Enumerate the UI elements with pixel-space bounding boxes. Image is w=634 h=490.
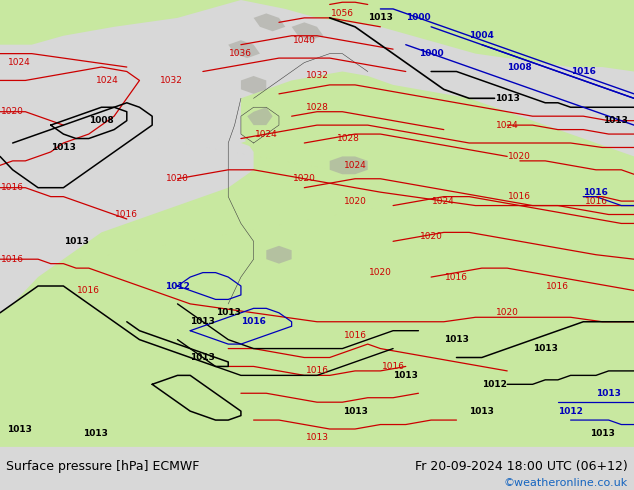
Text: 1013: 1013 [342, 407, 368, 416]
Text: 1008: 1008 [507, 63, 533, 72]
Text: 1024: 1024 [496, 121, 519, 130]
Text: 1013: 1013 [306, 434, 328, 442]
Text: 1013: 1013 [190, 353, 216, 362]
Polygon shape [0, 72, 634, 447]
Text: 1013: 1013 [216, 308, 241, 318]
Text: 1013: 1013 [596, 389, 621, 398]
Polygon shape [241, 76, 266, 94]
Text: 1020: 1020 [1, 107, 24, 116]
Polygon shape [241, 129, 298, 156]
Text: 1013: 1013 [533, 344, 558, 353]
Text: 1013: 1013 [469, 407, 495, 416]
Text: 1020: 1020 [369, 268, 392, 277]
Text: 1028: 1028 [337, 134, 360, 143]
Text: 1013: 1013 [6, 424, 32, 434]
Text: 1028: 1028 [306, 103, 328, 112]
Text: 1024: 1024 [96, 76, 119, 85]
Text: 1012: 1012 [558, 407, 583, 416]
Text: 1016: 1016 [1, 255, 24, 264]
Polygon shape [228, 40, 260, 58]
Text: 1000: 1000 [406, 13, 430, 23]
Text: 1016: 1016 [241, 317, 266, 326]
Text: 1016: 1016 [344, 331, 366, 340]
Text: ©weatheronline.co.uk: ©weatheronline.co.uk [503, 478, 628, 488]
Text: 1004: 1004 [469, 31, 495, 40]
Text: 1020: 1020 [344, 196, 366, 206]
Text: 1040: 1040 [293, 36, 316, 45]
Polygon shape [228, 255, 317, 313]
Text: 1020: 1020 [508, 152, 531, 161]
Text: 1013: 1013 [393, 371, 418, 380]
Polygon shape [254, 13, 285, 31]
Text: 1032: 1032 [306, 72, 328, 80]
Text: 1012: 1012 [165, 281, 190, 291]
Text: 1016: 1016 [585, 196, 607, 206]
Text: 1016: 1016 [1, 183, 24, 192]
Text: 1032: 1032 [160, 76, 183, 85]
Text: 1013: 1013 [368, 13, 393, 23]
Text: 1013: 1013 [51, 143, 76, 152]
Text: 1024: 1024 [432, 196, 455, 206]
Text: 1016: 1016 [547, 281, 569, 291]
Text: 1016: 1016 [583, 188, 609, 196]
Text: 1020: 1020 [166, 174, 189, 183]
Text: 1036: 1036 [230, 49, 252, 58]
Text: 1016: 1016 [445, 272, 468, 282]
Text: 1016: 1016 [508, 192, 531, 201]
Text: 1013: 1013 [590, 429, 615, 438]
Text: 1013: 1013 [495, 94, 520, 103]
Text: 1012: 1012 [482, 380, 507, 389]
Text: 1013: 1013 [444, 335, 469, 344]
Text: 1056: 1056 [331, 9, 354, 18]
Text: 1016: 1016 [77, 286, 100, 295]
Text: 1024: 1024 [8, 58, 30, 67]
Text: 1016: 1016 [382, 362, 404, 371]
Text: 1016: 1016 [306, 367, 328, 375]
Text: 1000: 1000 [419, 49, 443, 58]
Text: 1020: 1020 [293, 174, 316, 183]
Text: Fr 20-09-2024 18:00 UTC (06+12): Fr 20-09-2024 18:00 UTC (06+12) [415, 460, 628, 473]
Text: 1016: 1016 [115, 210, 138, 219]
Polygon shape [247, 107, 273, 125]
Text: 1013: 1013 [63, 237, 89, 246]
Text: 1016: 1016 [571, 67, 596, 76]
Text: 1013: 1013 [602, 116, 628, 125]
Text: 1020: 1020 [496, 308, 519, 318]
Text: 1020: 1020 [420, 232, 443, 242]
Text: Surface pressure [hPa] ECMWF: Surface pressure [hPa] ECMWF [6, 460, 200, 473]
Polygon shape [292, 23, 323, 40]
Text: 1013: 1013 [82, 429, 108, 438]
Text: 1024: 1024 [255, 129, 278, 139]
Polygon shape [330, 156, 368, 174]
Text: 1024: 1024 [344, 161, 366, 170]
Text: 1013: 1013 [190, 317, 216, 326]
Polygon shape [266, 246, 292, 264]
Polygon shape [0, 0, 634, 72]
Text: 1008: 1008 [89, 116, 114, 125]
